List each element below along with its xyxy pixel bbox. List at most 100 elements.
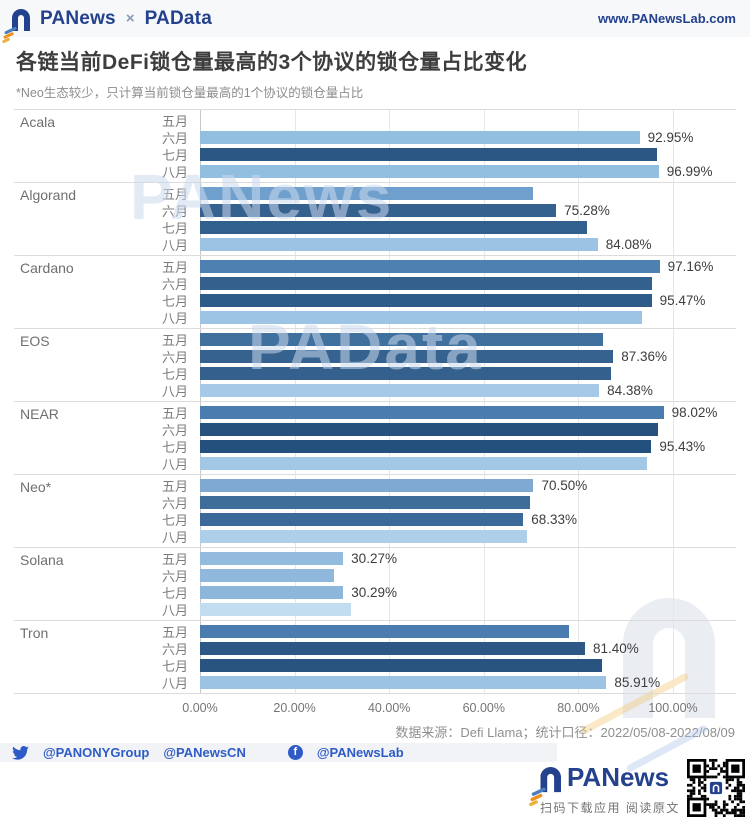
value-bar[interactable] <box>200 603 352 616</box>
bar-row: 七月 95.47% <box>14 292 736 309</box>
bar-row: 八月 85.91% <box>14 674 736 691</box>
bar-row: 五月 <box>14 185 736 202</box>
facebook-icon: f <box>287 745 303 760</box>
value-bar[interactable] <box>200 221 587 234</box>
bar-track: 84.38% <box>200 383 736 398</box>
value-label: 68.33% <box>531 512 577 527</box>
bar-track: 96.99% <box>200 164 736 179</box>
value-bar[interactable] <box>200 294 652 307</box>
bar-track <box>200 625 736 638</box>
value-bar[interactable] <box>200 530 528 543</box>
x-tick-label: 0.00% <box>182 701 218 715</box>
value-bar[interactable] <box>200 367 612 380</box>
bar-row: 五月 <box>14 112 736 129</box>
value-bar[interactable] <box>200 148 657 161</box>
value-bar[interactable] <box>200 457 648 470</box>
footer-caption: 扫码下载应用 阅读原文 <box>540 801 680 815</box>
chart-groups: Acala 五月 六月 92.95% 七月 八月 96.99% Algorand 五月 六月 75.… <box>14 109 736 694</box>
value-bar[interactable] <box>200 350 614 363</box>
bar-track: 97.16% <box>200 259 736 274</box>
x-tick-label: 40.00% <box>367 701 411 715</box>
bar-track: 70.50% <box>200 478 736 493</box>
value-label: 70.50% <box>541 478 588 493</box>
month-label: 六月 <box>161 496 188 511</box>
x-tick-label: 100.00% <box>648 701 698 715</box>
value-bar[interactable] <box>200 552 344 565</box>
bar-track <box>200 311 736 324</box>
value-bar[interactable] <box>200 513 524 526</box>
bar-row: 八月 <box>14 309 736 326</box>
month-label: 八月 <box>161 676 188 691</box>
month-label: 六月 <box>161 277 188 292</box>
value-label: 87.36% <box>621 349 667 364</box>
month-label: 六月 <box>161 569 188 584</box>
chain-label: Algorand <box>20 187 77 203</box>
facebook-handle-panewslab[interactable]: @PANewsLab <box>316 745 404 760</box>
twitter-handle-panewscn[interactable]: @PANewsCN <box>163 745 246 760</box>
twitter-handle-panonygroup[interactable]: @PANONYGroup <box>43 745 150 760</box>
value-bar[interactable] <box>200 423 658 436</box>
value-bar[interactable] <box>200 406 664 419</box>
bar-track <box>200 603 736 616</box>
chain-label: Solana <box>20 552 64 568</box>
value-bar[interactable] <box>200 165 659 178</box>
value-bar[interactable] <box>200 642 586 655</box>
bar-track: 95.43% <box>200 439 736 454</box>
month-label: 五月 <box>161 260 188 275</box>
bar-row: 七月 <box>14 657 736 674</box>
value-bar[interactable] <box>200 238 598 251</box>
month-label: 五月 <box>161 479 188 494</box>
bar-track <box>200 277 736 290</box>
bar-row: 七月 95.43% <box>14 438 736 455</box>
value-label: 75.28% <box>564 203 610 218</box>
month-label: 五月 <box>161 406 188 421</box>
page-title: 各链当前DeFi锁仓量最高的3个协议的锁仓量占比变化 <box>16 51 528 74</box>
value-bar[interactable] <box>200 586 344 599</box>
value-bar[interactable] <box>200 479 534 492</box>
bar-row: 六月 <box>14 275 736 292</box>
month-label: 七月 <box>161 440 188 455</box>
month-label: 七月 <box>161 148 188 163</box>
value-bar[interactable] <box>200 676 607 689</box>
month-label: 八月 <box>161 457 188 472</box>
chain-label: Cardano <box>20 260 74 276</box>
value-bar[interactable] <box>200 187 533 200</box>
top-bar: PANews × PAData www.PANewsLab.com <box>0 0 750 43</box>
social-band: @PANONYGroup @PANewsCN f @PANewsLab <box>0 743 557 762</box>
month-label: 八月 <box>161 311 188 326</box>
value-label: 97.16% <box>667 259 714 274</box>
value-bar[interactable] <box>200 204 557 217</box>
brand-logo: PANews × PAData <box>1 3 212 43</box>
value-bar[interactable] <box>200 311 642 324</box>
chain-group-cardano: Cardano 五月 97.16% 六月 七月 95.47% 八月 <box>14 256 736 329</box>
bar-row: 六月 <box>14 421 736 438</box>
month-label: 七月 <box>161 221 188 236</box>
chain-group-neo: Neo* 五月 70.50% 六月 七月 68.33% 八月 <box>14 475 736 548</box>
bar-row: 五月 97.16% <box>14 258 736 275</box>
bar-row: 五月 <box>14 331 736 348</box>
value-bar[interactable] <box>200 260 660 273</box>
value-bar[interactable] <box>200 384 600 397</box>
value-bar[interactable] <box>200 569 334 582</box>
value-bar[interactable] <box>200 659 602 672</box>
bar-track: 68.33% <box>200 512 736 527</box>
value-bar[interactable] <box>200 625 569 638</box>
month-label: 六月 <box>161 204 188 219</box>
chain-label: Tron <box>20 625 49 641</box>
value-bar[interactable] <box>200 277 653 290</box>
value-bar[interactable] <box>200 333 603 346</box>
chain-group-acala: Acala 五月 六月 92.95% 七月 八月 96.99% <box>14 110 736 183</box>
bar-track: 87.36% <box>200 349 736 364</box>
month-label: 五月 <box>161 187 188 202</box>
bar-track <box>200 496 736 509</box>
month-label: 六月 <box>161 131 188 146</box>
value-bar[interactable] <box>200 440 652 453</box>
bar-row: 七月 <box>14 365 736 382</box>
bar-row: 八月 <box>14 601 736 618</box>
value-bar[interactable] <box>200 131 640 144</box>
bar-row: 五月 98.02% <box>14 404 736 421</box>
chain-group-near: NEAR 五月 98.02% 六月 七月 95.43% 八月 <box>14 402 736 475</box>
value-bar[interactable] <box>200 496 531 509</box>
bar-row: 八月 84.38% <box>14 382 736 399</box>
